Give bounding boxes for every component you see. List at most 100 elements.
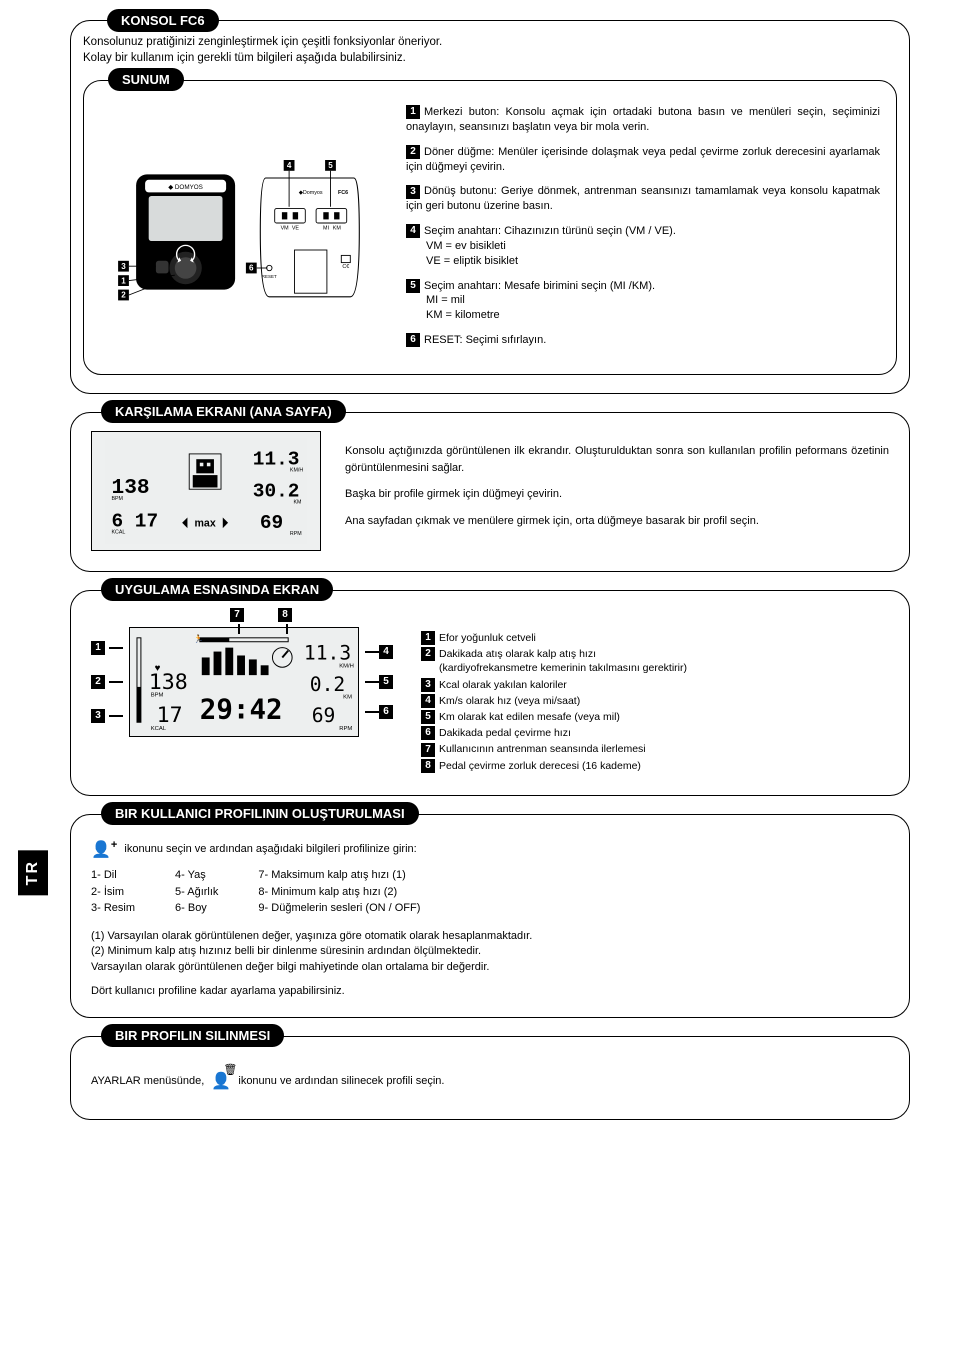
ritem-4: Km/s olarak hız (veya mi/saat)	[439, 695, 580, 707]
svg-text:29:42: 29:42	[200, 693, 283, 725]
item-2-text: Döner düğme: Menüler içerisinde dolaşmak…	[406, 146, 880, 173]
rnum-3: 3	[421, 678, 435, 692]
item-6-text: RESET: Seçimi sıfırlayın.	[424, 334, 546, 346]
field-4: 4- Yaş	[175, 867, 218, 884]
svg-text:VE: VE	[292, 225, 300, 231]
svg-text:🏃: 🏃	[194, 634, 204, 644]
num-6: 6	[406, 333, 420, 347]
create-intro: ikonunu seçin ve ardından aşağıdaki bilg…	[124, 843, 416, 855]
user-plus-icon: 👤+	[91, 839, 117, 859]
ritem-7: Kullanıcının antrenman seansında ilerlem…	[439, 743, 646, 755]
ritem-2: Dakikada atış olarak kalp atış hızı	[439, 648, 596, 660]
item-3-text: Dönüş butonu: Geriye dönmek, antrenman s…	[406, 185, 880, 212]
intro-line-1: Konsolunuz pratiğinizi zenginleştirmek i…	[83, 36, 442, 48]
title-create: BIR KULLANICI PROFILININ OLUŞTURULMASI	[101, 802, 419, 825]
svg-text:max: max	[195, 517, 216, 529]
brand-label: ◆ DOMYOS	[168, 183, 203, 190]
callout-3: 3	[91, 709, 105, 723]
ritem-5: Km olarak kat edilen mesafe (veya mil)	[439, 711, 620, 723]
ritem-6: Dakikada pedal çevirme hızı	[439, 727, 571, 739]
ritem-3: Kcal olarak yakılan kaloriler	[439, 679, 567, 691]
note-3: Varsayılan olarak görüntülenen değer bil…	[91, 960, 889, 975]
svg-text:5: 5	[328, 161, 333, 170]
ritem-2-sub: (kardiyofrekansmetre kemerinin takılması…	[439, 662, 687, 674]
note-1: (1) Varsayılan olarak görüntülenen değer…	[91, 929, 889, 944]
section-welcome: KARŞILAMA EKRANI (ANA SAYFA) 138 BPM 6 1…	[70, 412, 910, 572]
svg-text:138: 138	[149, 670, 188, 695]
user-trash-icon: 👤🗑	[211, 1071, 231, 1091]
svg-text:3: 3	[121, 261, 126, 270]
svg-text:◆Domyos: ◆Domyos	[299, 190, 323, 196]
svg-text:11.3: 11.3	[304, 641, 351, 664]
svg-text:17: 17	[157, 703, 183, 728]
num-2: 2	[406, 145, 420, 159]
ritem-8: Pedal çevirme zorluk derecesi (16 kademe…	[439, 760, 641, 772]
item-4-text: Seçim anahtarı: Cihazınızın türünü seçin…	[424, 225, 676, 237]
welcome-text: Konsolu açtığınızda görüntülenen ilk ekr…	[345, 443, 889, 539]
title-runtime: UYGULAMA ESNASINDA EKRAN	[101, 578, 333, 601]
item-5b: KM = kilometre	[426, 308, 880, 323]
callout-8: 8	[278, 608, 292, 622]
svg-text:69: 69	[260, 512, 283, 534]
callout-4: 4	[379, 645, 393, 659]
runtime-items: 1 Efor yoğunluk cetveli 2 Dakikada atış ol…	[421, 627, 889, 775]
svg-text:KM: KM	[293, 499, 301, 505]
item-4a: VM = ev bisikleti	[426, 239, 880, 254]
rnum-1: 1	[421, 631, 435, 645]
delete-pre: AYARLAR menüsünde,	[91, 1075, 204, 1087]
rnum-2: 2	[421, 647, 435, 661]
svg-text:6: 6	[249, 263, 254, 272]
svg-text:KM/H: KM/H	[290, 468, 303, 474]
svg-text:KM: KM	[333, 225, 342, 231]
welcome-p1: Konsolu açtığınızda görüntülenen ilk ekr…	[345, 443, 889, 476]
rnum-4: 4	[421, 694, 435, 708]
intro-line-2: Kolay bir kullanım için gerekli tüm bilg…	[83, 52, 406, 64]
num-1: 1	[406, 105, 420, 119]
callout-1: 1	[91, 641, 105, 655]
runtime-diagram: 1 2 3 7 8 ♥ 138 BPM 17 KCAL	[91, 627, 401, 737]
console-diagram: ◆ DOMYOS 3 1 2	[100, 105, 390, 358]
rnum-8: 8	[421, 759, 435, 773]
svg-text:RESET: RESET	[262, 273, 277, 278]
callout-5: 5	[379, 675, 393, 689]
field-3: 3- Resim	[91, 900, 135, 917]
ritem-1: Efor yoğunluk cetveli	[439, 632, 536, 644]
callout-2: 2	[91, 675, 105, 689]
svg-text:MI: MI	[323, 225, 329, 231]
welcome-screen: 138 BPM 6 17 KCAL max 11.3 KM/H 30.2 KM …	[91, 431, 321, 551]
svg-text:1: 1	[121, 276, 126, 285]
svg-text:BPM: BPM	[111, 496, 122, 502]
title-welcome: KARŞILAMA EKRANI (ANA SAYFA)	[101, 400, 346, 423]
delete-post: ikonunu ve ardından silinecek profili se…	[238, 1075, 444, 1087]
svg-text:VM: VM	[281, 225, 290, 231]
num-3: 3	[406, 185, 420, 199]
num-4: 4	[406, 224, 420, 238]
svg-text:KCAL: KCAL	[111, 529, 125, 535]
svg-text:4: 4	[287, 161, 292, 170]
svg-text:KCAL: KCAL	[151, 726, 167, 732]
section-delete-profile: BIR PROFILIN SILINMESI AYARLAR menüsünde…	[70, 1036, 910, 1120]
note-2: (2) Minimum kalp atış hızınız belli bir …	[91, 944, 889, 959]
title-konsol: KONSOL FC6	[107, 9, 219, 32]
welcome-p2: Başka bir profile girmek için düğmeyi çe…	[345, 486, 889, 503]
field-8: 8- Minimum kalp atış hızı (2)	[258, 884, 420, 901]
item-5-text: Seçim anahtarı: Mesafe birimini seçin (M…	[424, 280, 655, 292]
language-tab: TR	[18, 850, 48, 895]
svg-text:FC6: FC6	[338, 190, 348, 196]
rnum-7: 7	[421, 743, 435, 757]
rnum-5: 5	[421, 710, 435, 724]
svg-text:BPM: BPM	[151, 693, 164, 699]
field-7: 7- Maksimum kalp atış hızı (1)	[258, 867, 420, 884]
svg-text:0.2: 0.2	[310, 673, 345, 696]
section-create-profile: BIR KULLANICI PROFILININ OLUŞTURULMASI 👤…	[70, 814, 910, 1018]
callout-7: 7	[230, 608, 244, 622]
rnum-6: 6	[421, 726, 435, 740]
welcome-p3: Ana sayfadan çıkmak ve menülere girmek i…	[345, 513, 889, 530]
title-sunum: SUNUM	[108, 68, 184, 91]
profile-notes: (1) Varsayılan olarak görüntülenen değer…	[91, 929, 889, 975]
svg-text:RPM: RPM	[339, 726, 352, 732]
num-5: 5	[406, 279, 420, 293]
item-4b: VE = eliptik bisiklet	[426, 254, 880, 269]
callout-6: 6	[379, 705, 393, 719]
field-1: 1- Dil	[91, 867, 135, 884]
